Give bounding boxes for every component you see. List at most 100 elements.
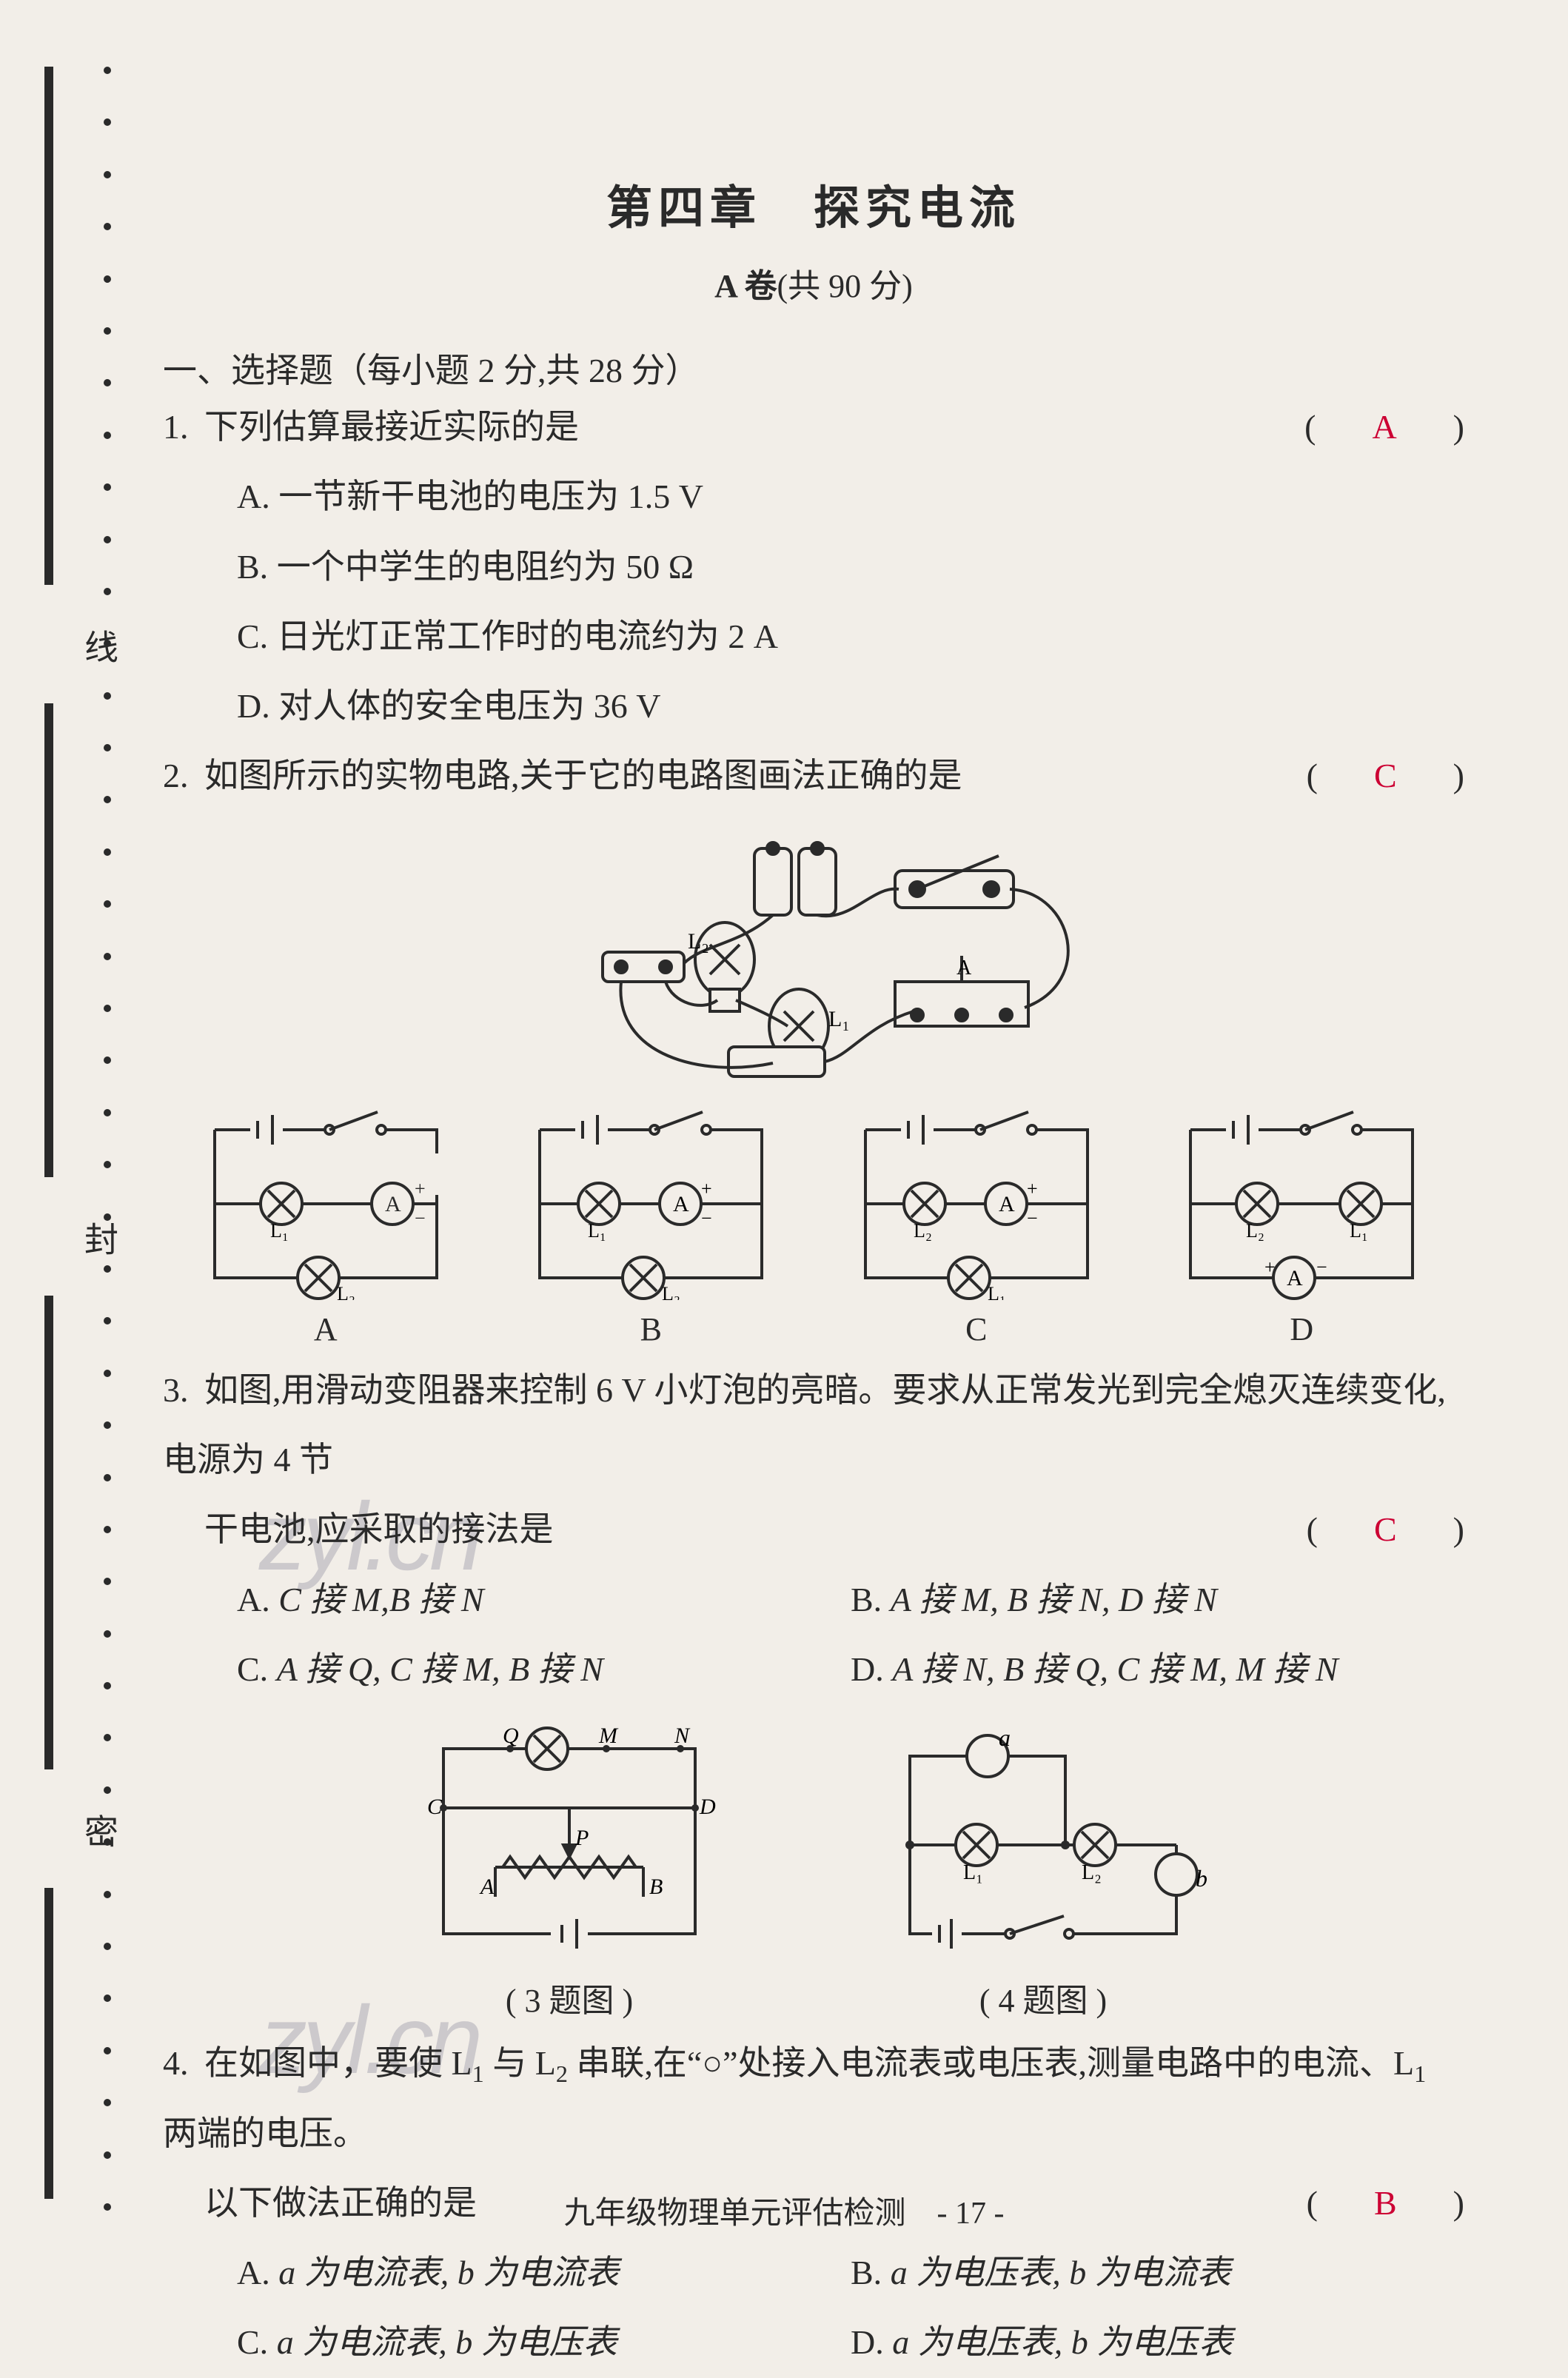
svg-text:M: M	[598, 1726, 619, 1748]
q3-opt-a: A. C 接 M,B 接 N	[237, 1581, 484, 1618]
q1-number: 1.	[163, 392, 204, 462]
q1-opt-b: 一个中学生的电阻约为 50 Ω	[277, 548, 694, 586]
svg-text:−: −	[1316, 1256, 1327, 1278]
q2-physical-figure: L₂ L₁ A	[163, 834, 1464, 1085]
q4-opt-c: a 为电流表, b 为电压表	[277, 2323, 617, 2361]
q2-fig-a: A + − L₁	[192, 1108, 459, 1348]
q2-fig-c: A +− L₂ L₁ C	[843, 1108, 1110, 1348]
svg-text:L₁: L₁	[828, 1007, 850, 1031]
q4-figcap: ( 4 题图 )	[979, 1974, 1107, 2021]
q3-opt-b: B. A 接 M, B 接 N, D 接 N	[851, 1581, 1217, 1618]
q4-options: A. a 为电流表, b 为电流表 B. a 为电压表, b 为电流表 C. a…	[163, 2238, 1464, 2378]
binding-margin: (function(){ var col = document.currentS…	[44, 67, 148, 2203]
svg-text:L₂: L₂	[337, 1283, 355, 1300]
svg-text:+: +	[701, 1178, 712, 1199]
subtitle-note: (共 90 分)	[777, 268, 913, 304]
svg-text:A: A	[673, 1192, 689, 1216]
q1-opt-a: 一节新干电池的电压为 1.5 V	[278, 478, 703, 515]
q4-figure: a b L₁ L₂ ( 4 题图 )	[873, 1726, 1213, 2021]
q1-opt-d: 对人体的安全电压为 36 V	[278, 687, 660, 725]
q3-opt-c: C. A 接 Q, C 接 M, B 接 N	[237, 1650, 603, 1688]
binding-bar-4	[44, 1888, 53, 2199]
svg-text:A: A	[956, 957, 972, 979]
q1-answer-slot: ( A )	[1304, 392, 1464, 462]
svg-text:L₂: L₂	[1082, 1861, 1102, 1884]
q2-cap-b: B	[640, 1310, 662, 1348]
exam-page: (function(){ var col = document.currentS…	[0, 0, 1568, 2270]
page-footer: 九年级物理单元评估检测 - 17 -	[0, 2188, 1568, 2233]
q1-answer: A	[1350, 392, 1418, 462]
q3-stem-1: 如图,用滑动变阻器来控制 6 V 小灯泡的亮暗。要求从正常发光到完全熄灭连续变化…	[163, 1371, 1446, 1478]
svg-text:+: +	[1264, 1256, 1276, 1278]
q2-cap-a: A	[314, 1310, 338, 1348]
q2-cap-d: D	[1290, 1310, 1313, 1348]
q4-opt-a: a 为电流表, b 为电流表	[278, 2254, 619, 2291]
svg-text:B: B	[649, 1875, 663, 1899]
q3-options: A. C 接 M,B 接 N B. A 接 M, B 接 N, D 接 N C.…	[163, 1565, 1464, 1705]
seal-label-3: 密	[74, 1814, 123, 1848]
q3-circuit-svg: Q M N C D P A B	[414, 1726, 725, 1963]
paren-close: )	[1419, 392, 1464, 462]
q4-opt-d: a 为电压表, b 为电压表	[892, 2323, 1233, 2361]
q4-number: 4.	[163, 2029, 204, 2098]
q4-stem: 在如图中，要使 L1 与 L2 串联,在“○”处接入电流表或电压表,测量电路中的…	[163, 2044, 1426, 2151]
question-1: 1.下列估算最接近实际的是 ( A )	[163, 392, 1464, 462]
circuit-a-svg: A + − L₁	[192, 1108, 459, 1300]
q4-circuit-svg: a b L₁ L₂	[873, 1726, 1213, 1963]
q3-answer-slot: ( C )	[1307, 1495, 1464, 1564]
binding-bar-3	[44, 1296, 53, 1769]
svg-text:L₂: L₂	[688, 929, 709, 954]
subtitle-prefix: A 卷	[714, 268, 777, 304]
binding-bar-1	[44, 67, 53, 585]
seal-label-1: 线	[74, 629, 123, 663]
svg-text:L₁: L₁	[270, 1220, 289, 1242]
q3-opt-d: D. A 接 N, B 接 Q, C 接 M, M 接 N	[851, 1650, 1339, 1688]
svg-text:−: −	[1027, 1208, 1038, 1229]
q3-stem-2: 干电池,应采取的接法是	[204, 1510, 554, 1548]
q1-opt-c: 日光灯正常工作时的电流约为 2 A	[277, 617, 778, 655]
q2-fig-b: A + − L₁ L₂ B	[517, 1108, 784, 1348]
svg-text:N: N	[674, 1726, 691, 1748]
svg-text:Q: Q	[503, 1726, 519, 1748]
q3-q4-figures: Q M N C D P A B ( 3 题图 )	[163, 1726, 1464, 2021]
q2-answer-slot: ( C )	[1307, 741, 1464, 811]
svg-text:+: +	[1027, 1178, 1038, 1199]
section-1-heading: 一、选择题（每小题 2 分,共 28 分）	[163, 344, 1464, 392]
q3-figcap: ( 3 题图 )	[506, 1974, 633, 2021]
circuit-b-svg: A + − L₁ L₂	[517, 1108, 784, 1300]
question-2: 2.如图所示的实物电路,关于它的电路图画法正确的是 ( C )	[163, 741, 1464, 811]
question-3-line2: 干电池,应采取的接法是 ( C )	[163, 1495, 1464, 1564]
q3-answer: C	[1352, 1495, 1419, 1564]
svg-text:D: D	[699, 1795, 716, 1819]
question-3: 3.如图,用滑动变阻器来控制 6 V 小灯泡的亮暗。要求从正常发光到完全熄灭连续…	[163, 1356, 1464, 1496]
svg-text:P: P	[574, 1826, 589, 1850]
svg-text:−: −	[701, 1208, 712, 1229]
question-4: 4.在如图中，要使 L1 与 L2 串联,在“○”处接入电流表或电压表,测量电路…	[163, 2029, 1464, 2168]
binding-bar-2	[44, 703, 53, 1177]
svg-text:−: −	[415, 1208, 426, 1229]
svg-text:L₁: L₁	[1350, 1220, 1368, 1242]
seal-label-2: 封	[74, 1222, 123, 1256]
q1-options: A. 一节新干电池的电压为 1.5 V B. 一个中学生的电阻约为 50 Ω C…	[163, 462, 1464, 741]
q2-physical-circuit-svg: L₂ L₁ A	[480, 834, 1147, 1085]
svg-text:L₁: L₁	[588, 1220, 606, 1242]
q2-cap-c: C	[965, 1310, 987, 1348]
circuit-d-svg: A +− L₂ L₁	[1168, 1108, 1435, 1300]
q2-options-figures: A + − L₁	[163, 1108, 1464, 1348]
q1-stem: 下列估算最接近实际的是	[204, 408, 579, 446]
q2-number: 2.	[163, 741, 204, 811]
paper-subtitle: A 卷(共 90 分)	[163, 259, 1464, 307]
svg-text:L₂: L₂	[1246, 1220, 1264, 1242]
svg-text:L₁: L₁	[963, 1861, 983, 1884]
svg-text:A: A	[479, 1875, 495, 1899]
svg-text:L₁: L₁	[988, 1283, 1006, 1300]
perforation-dots: (function(){ var col = document.currentS…	[104, 67, 118, 2203]
svg-text:A: A	[385, 1192, 401, 1216]
q2-answer: C	[1352, 741, 1419, 811]
svg-text:L₂: L₂	[662, 1283, 680, 1300]
circuit-c-svg: A +− L₂ L₁	[843, 1108, 1110, 1300]
svg-text:a: a	[999, 1726, 1011, 1751]
q4-opt-b: a 为电压表, b 为电流表	[891, 2254, 1231, 2291]
svg-text:b: b	[1196, 1865, 1207, 1892]
q3-number: 3.	[163, 1356, 204, 1425]
